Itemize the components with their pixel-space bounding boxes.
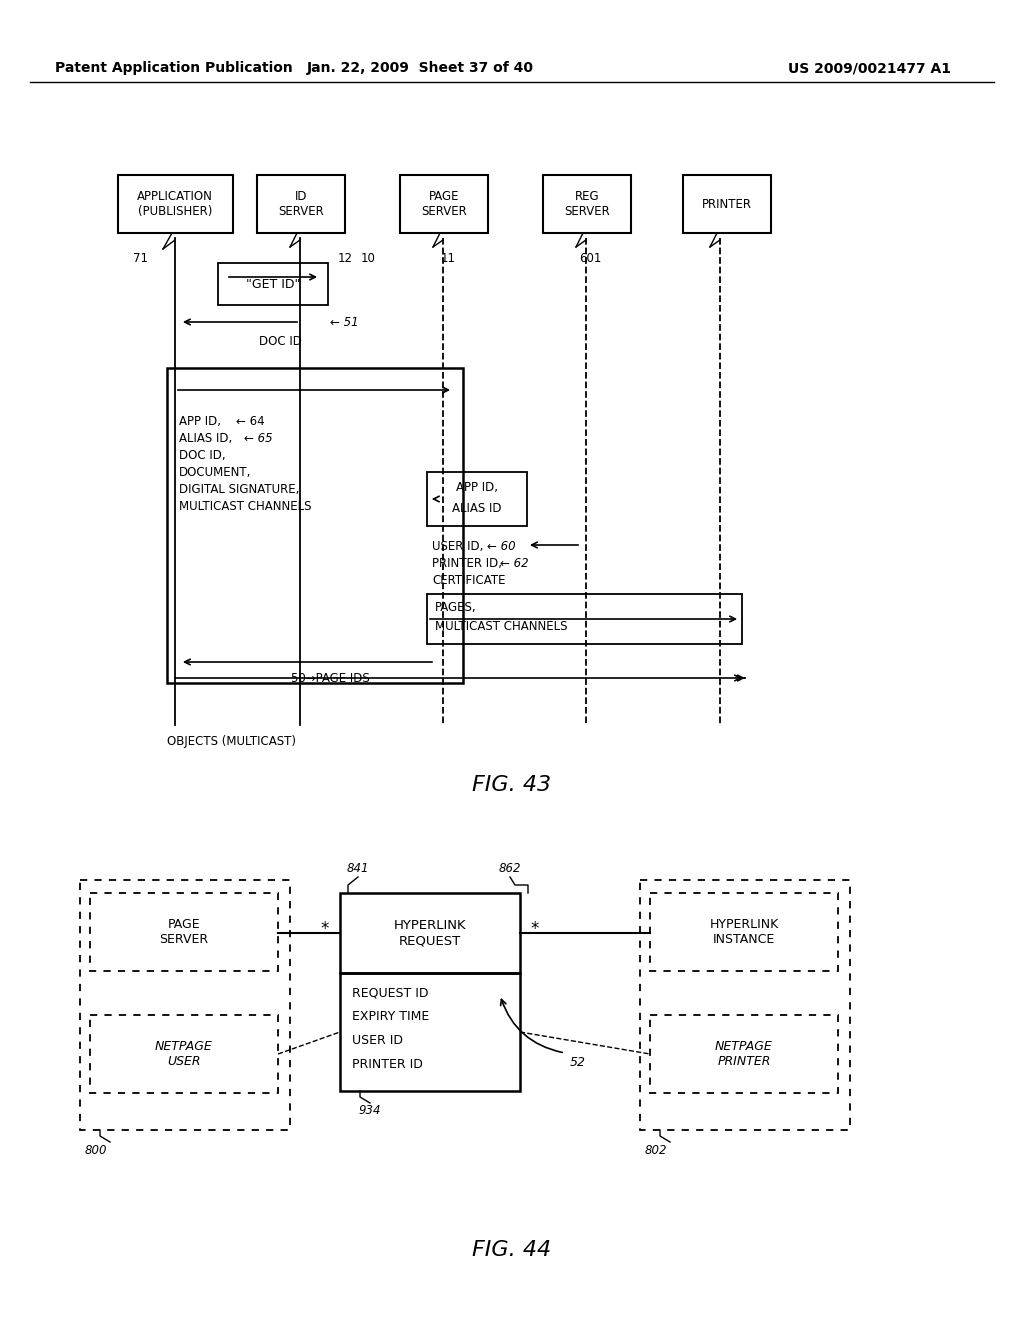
Text: Patent Application Publication: Patent Application Publication (55, 61, 293, 75)
Text: PAGE
SERVER: PAGE SERVER (421, 190, 467, 218)
Bar (640, 880, 850, 1130)
Text: 601: 601 (579, 252, 601, 265)
Text: NETPAGE
USER: NETPAGE USER (155, 1040, 213, 1068)
Text: MULTICAST CHANNELS: MULTICAST CHANNELS (435, 620, 567, 634)
Bar (80, 880, 290, 1130)
Text: US 2009/0021477 A1: US 2009/0021477 A1 (788, 61, 951, 75)
Text: *: * (530, 920, 540, 939)
Bar (427, 473, 527, 525)
Text: MULTICAST CHANNELS: MULTICAST CHANNELS (179, 500, 311, 513)
Text: 800: 800 (85, 1143, 108, 1156)
Text: ALIAS ID: ALIAS ID (453, 503, 502, 516)
Text: ID
SERVER: ID SERVER (279, 190, 324, 218)
Text: ← 51: ← 51 (330, 315, 358, 329)
Text: ← 62: ← 62 (500, 557, 528, 570)
Bar (650, 894, 838, 972)
Bar (340, 894, 520, 973)
Text: PRINTER ID,: PRINTER ID, (432, 557, 502, 570)
Text: 934: 934 (358, 1105, 381, 1118)
Text: DOC ID: DOC ID (259, 335, 301, 348)
Text: PAGES,: PAGES, (435, 602, 476, 615)
Text: DOCUMENT,: DOCUMENT, (179, 466, 251, 479)
Bar (650, 1015, 838, 1093)
Text: *: * (321, 920, 329, 939)
Text: HYPERLINK
REQUEST: HYPERLINK REQUEST (393, 919, 466, 946)
Text: REQUEST ID: REQUEST ID (352, 986, 428, 999)
Text: 11: 11 (440, 252, 456, 265)
Bar (400, 176, 488, 234)
Text: 841: 841 (347, 862, 370, 875)
Text: APP ID,: APP ID, (179, 414, 221, 428)
Text: FIG. 43: FIG. 43 (472, 775, 552, 795)
Text: CERTIFICATE: CERTIFICATE (432, 574, 506, 587)
Bar (683, 176, 771, 234)
Text: "GET ID": "GET ID" (246, 277, 300, 290)
Text: 10: 10 (360, 252, 376, 265)
Text: ← 64: ← 64 (236, 414, 264, 428)
Text: ← 60: ← 60 (487, 540, 516, 553)
Bar (218, 263, 328, 305)
Text: EXPIRY TIME: EXPIRY TIME (352, 1011, 429, 1023)
Text: ALIAS ID,: ALIAS ID, (179, 432, 232, 445)
Text: 71: 71 (132, 252, 147, 265)
Text: APP ID,: APP ID, (456, 482, 498, 495)
Text: NETPAGE
PRINTER: NETPAGE PRINTER (715, 1040, 773, 1068)
Text: USER ID,: USER ID, (432, 540, 483, 553)
Text: DOC ID,: DOC ID, (179, 449, 225, 462)
Text: USER ID: USER ID (352, 1035, 403, 1048)
Text: 50→PAGE IDS: 50→PAGE IDS (291, 672, 370, 685)
Text: 52: 52 (570, 1056, 586, 1069)
Bar (340, 973, 520, 1092)
Bar (118, 176, 233, 234)
Bar (90, 894, 278, 972)
Text: FIG. 44: FIG. 44 (472, 1239, 552, 1261)
Bar (543, 176, 631, 234)
Bar (90, 1015, 278, 1093)
Text: 862: 862 (499, 862, 521, 875)
Bar (167, 368, 463, 682)
Text: DIGITAL SIGNATURE,: DIGITAL SIGNATURE, (179, 483, 299, 496)
Text: 12: 12 (338, 252, 352, 265)
Text: 802: 802 (645, 1143, 668, 1156)
Text: PRINTER: PRINTER (702, 198, 752, 210)
Bar (257, 176, 345, 234)
Bar (427, 594, 742, 644)
Text: APPLICATION
(PUBLISHER): APPLICATION (PUBLISHER) (137, 190, 213, 218)
Text: OBJECTS (MULTICAST): OBJECTS (MULTICAST) (167, 735, 296, 748)
Text: ← 65: ← 65 (244, 432, 272, 445)
Text: REG
SERVER: REG SERVER (564, 190, 610, 218)
Text: Jan. 22, 2009  Sheet 37 of 40: Jan. 22, 2009 Sheet 37 of 40 (306, 61, 534, 75)
Text: PAGE
SERVER: PAGE SERVER (160, 917, 209, 946)
Text: PRINTER ID: PRINTER ID (352, 1059, 423, 1072)
Text: HYPERLINK
INSTANCE: HYPERLINK INSTANCE (710, 917, 778, 946)
